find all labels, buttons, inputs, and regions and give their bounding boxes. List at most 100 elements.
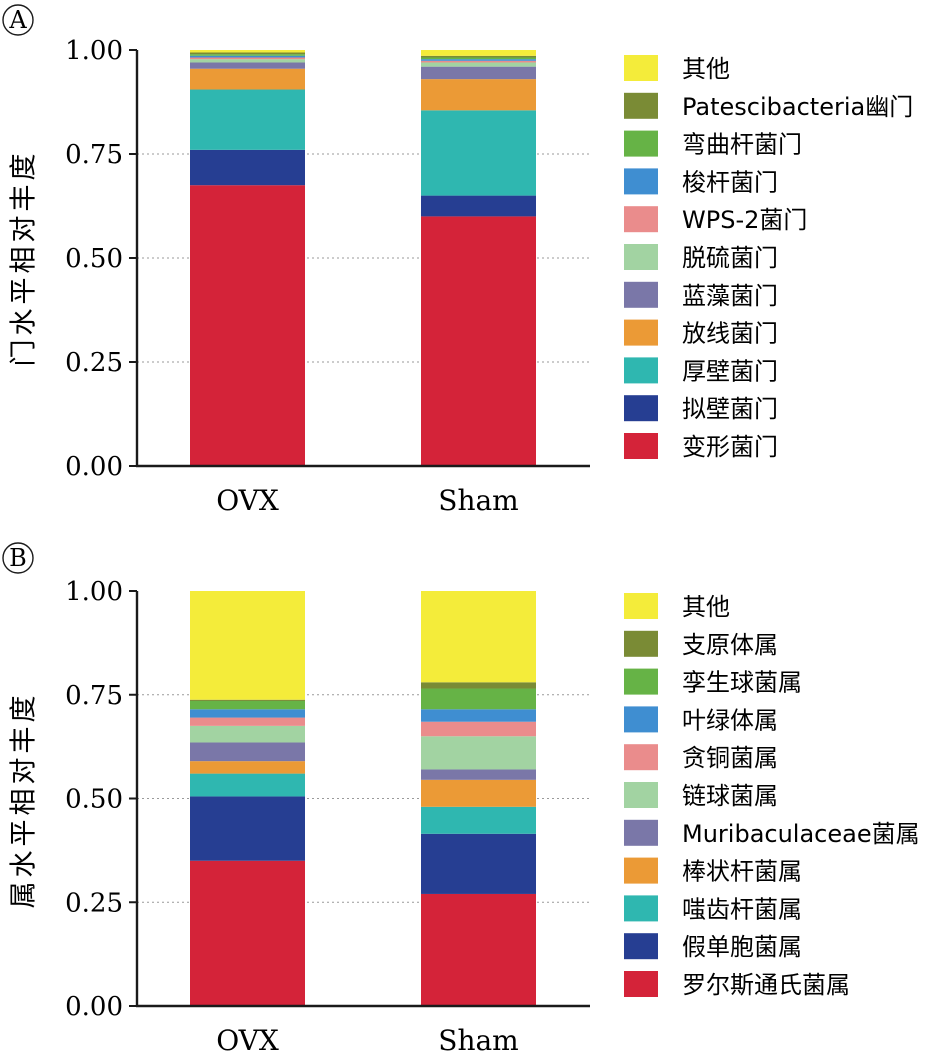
- legend-label: 厚壁菌门: [682, 357, 778, 385]
- y-tick-label: 1.00: [65, 36, 123, 66]
- legend-label: Muribaculaceae菌属: [682, 820, 920, 848]
- bar-segment-sham-8: [421, 688, 536, 710]
- bar-segment-ovx-4: [190, 742, 305, 762]
- legend-label: 棒状杆菌属: [682, 858, 802, 886]
- legend-swatch: [624, 744, 658, 771]
- y-tick-label: 1.00: [65, 577, 123, 607]
- bar-segment-sham-9: [421, 682, 536, 689]
- bar-segment-ovx-10: [190, 50, 305, 53]
- y-tick-label: 0.25: [65, 888, 123, 918]
- panel-letter: A: [8, 6, 27, 34]
- legend-swatch: [624, 357, 658, 384]
- legend-label: 孪生球菌属: [682, 669, 802, 697]
- legend-label: WPS-2菌门: [682, 206, 807, 234]
- bar-segment-ovx-2: [190, 89, 305, 150]
- bar-segment-sham-10: [421, 50, 536, 56]
- bar-segment-sham-3: [421, 779, 536, 807]
- bar-segment-sham-3: [421, 79, 536, 111]
- x-tick-label: Sham: [438, 1024, 518, 1052]
- legend-swatch: [624, 971, 658, 997]
- bar-segment-sham-1: [421, 833, 536, 894]
- legend-swatch: [624, 630, 658, 657]
- y-tick-label: 0.50: [65, 785, 123, 815]
- bar-segment-ovx-2: [190, 773, 305, 797]
- panel-letter-circle: [2, 542, 34, 574]
- legend-label: 拟壁菌门: [682, 395, 778, 423]
- legend-label: 其他: [682, 593, 730, 621]
- legend-label: 梭杆菌门: [682, 168, 778, 196]
- legend-swatch: [624, 92, 658, 119]
- bar-segment-ovx-7: [190, 709, 305, 718]
- legend-swatch: [624, 55, 658, 81]
- bar-segment-sham-5: [421, 62, 536, 67]
- bar-segment-sham-5: [421, 736, 536, 770]
- legend-label: 蓝藻菌门: [682, 282, 778, 310]
- bar-segment-sham-7: [421, 59, 536, 61]
- y-tick-label: 0.75: [65, 681, 123, 711]
- y-tick-label: 0.75: [65, 140, 123, 170]
- legend-swatch: [624, 168, 658, 195]
- y-axis-label: 门水平相对丰度: [9, 150, 40, 367]
- panel-letter: B: [9, 544, 27, 572]
- legend-swatch: [624, 782, 658, 808]
- legend-swatch: [624, 206, 658, 233]
- bar-segment-ovx-8: [190, 54, 305, 56]
- panel-letter-circle: [2, 4, 34, 36]
- legend-swatch: [624, 706, 658, 733]
- legend-label: 脱硫菌门: [682, 244, 778, 272]
- x-tick-label: Sham: [438, 484, 518, 517]
- bar-segment-ovx-6: [190, 717, 305, 726]
- bar-segment-ovx-5: [190, 725, 305, 743]
- bar-segment-sham-4: [421, 66, 536, 80]
- bar-segment-sham-7: [421, 709, 536, 722]
- bar-segment-sham-10: [421, 591, 536, 683]
- bar-segment-ovx-8: [190, 700, 305, 710]
- bar-segment-sham-1: [421, 195, 536, 217]
- y-tick-label: 0.00: [65, 452, 123, 482]
- bar-segment-ovx-0: [190, 185, 305, 466]
- y-axis-label: 属水平相对丰度: [9, 692, 40, 909]
- legend-label: 嗤齿杆菌属: [682, 895, 802, 923]
- legend-label: 假单胞菌属: [682, 933, 802, 961]
- bar-segment-ovx-1: [190, 149, 305, 186]
- legend-swatch: [624, 130, 658, 157]
- legend-label: 弯曲杆菌门: [682, 131, 802, 159]
- bar-segment-sham-6: [421, 60, 536, 63]
- bar-segment-sham-0: [421, 893, 536, 1006]
- legend-swatch: [624, 593, 658, 619]
- bar-segment-ovx-10: [190, 591, 305, 700]
- bar-segment-ovx-9: [190, 52, 305, 55]
- legend-label: 其他: [682, 55, 730, 83]
- legend-swatch: [624, 819, 658, 846]
- legend-swatch: [624, 319, 658, 346]
- legend-swatch: [624, 895, 658, 922]
- bar-segment-sham-4: [421, 769, 536, 780]
- legend-swatch: [624, 281, 658, 308]
- bar-segment-sham-2: [421, 110, 536, 196]
- bar-segment-sham-8: [421, 57, 536, 60]
- bar-segment-ovx-3: [190, 68, 305, 90]
- legend-swatch: [624, 395, 658, 422]
- legend-swatch: [624, 244, 658, 270]
- y-tick-label: 0.00: [65, 992, 123, 1022]
- bar-segment-sham-2: [421, 806, 536, 834]
- y-tick-label: 0.25: [65, 348, 123, 378]
- panel-a: OVX Sham 0.00 0.25 0.50 0.75 1.00 门水平相对丰度 A 其他 Pat…: [2, 4, 913, 517]
- legend-swatch: [624, 933, 658, 960]
- bar-segment-ovx-9: [190, 699, 305, 701]
- legend-swatch: [624, 857, 658, 884]
- y-tick-label: 0.50: [65, 244, 123, 274]
- legend-label: 叶绿体属: [682, 706, 778, 734]
- legend-label: 支原体属: [682, 631, 778, 659]
- legend-label: 变形菌门: [682, 433, 778, 461]
- bar-segment-sham-9: [421, 55, 536, 58]
- x-tick-label: OVX: [216, 484, 279, 517]
- x-tick-label: OVX: [216, 1024, 279, 1052]
- bar-segment-ovx-3: [190, 761, 305, 774]
- bar-segment-sham-6: [421, 721, 536, 737]
- bar-segment-ovx-4: [190, 62, 305, 69]
- bar-segment-ovx-1: [190, 796, 305, 861]
- bar-segment-sham-0: [421, 216, 536, 466]
- legend-label: 放线菌门: [682, 320, 778, 348]
